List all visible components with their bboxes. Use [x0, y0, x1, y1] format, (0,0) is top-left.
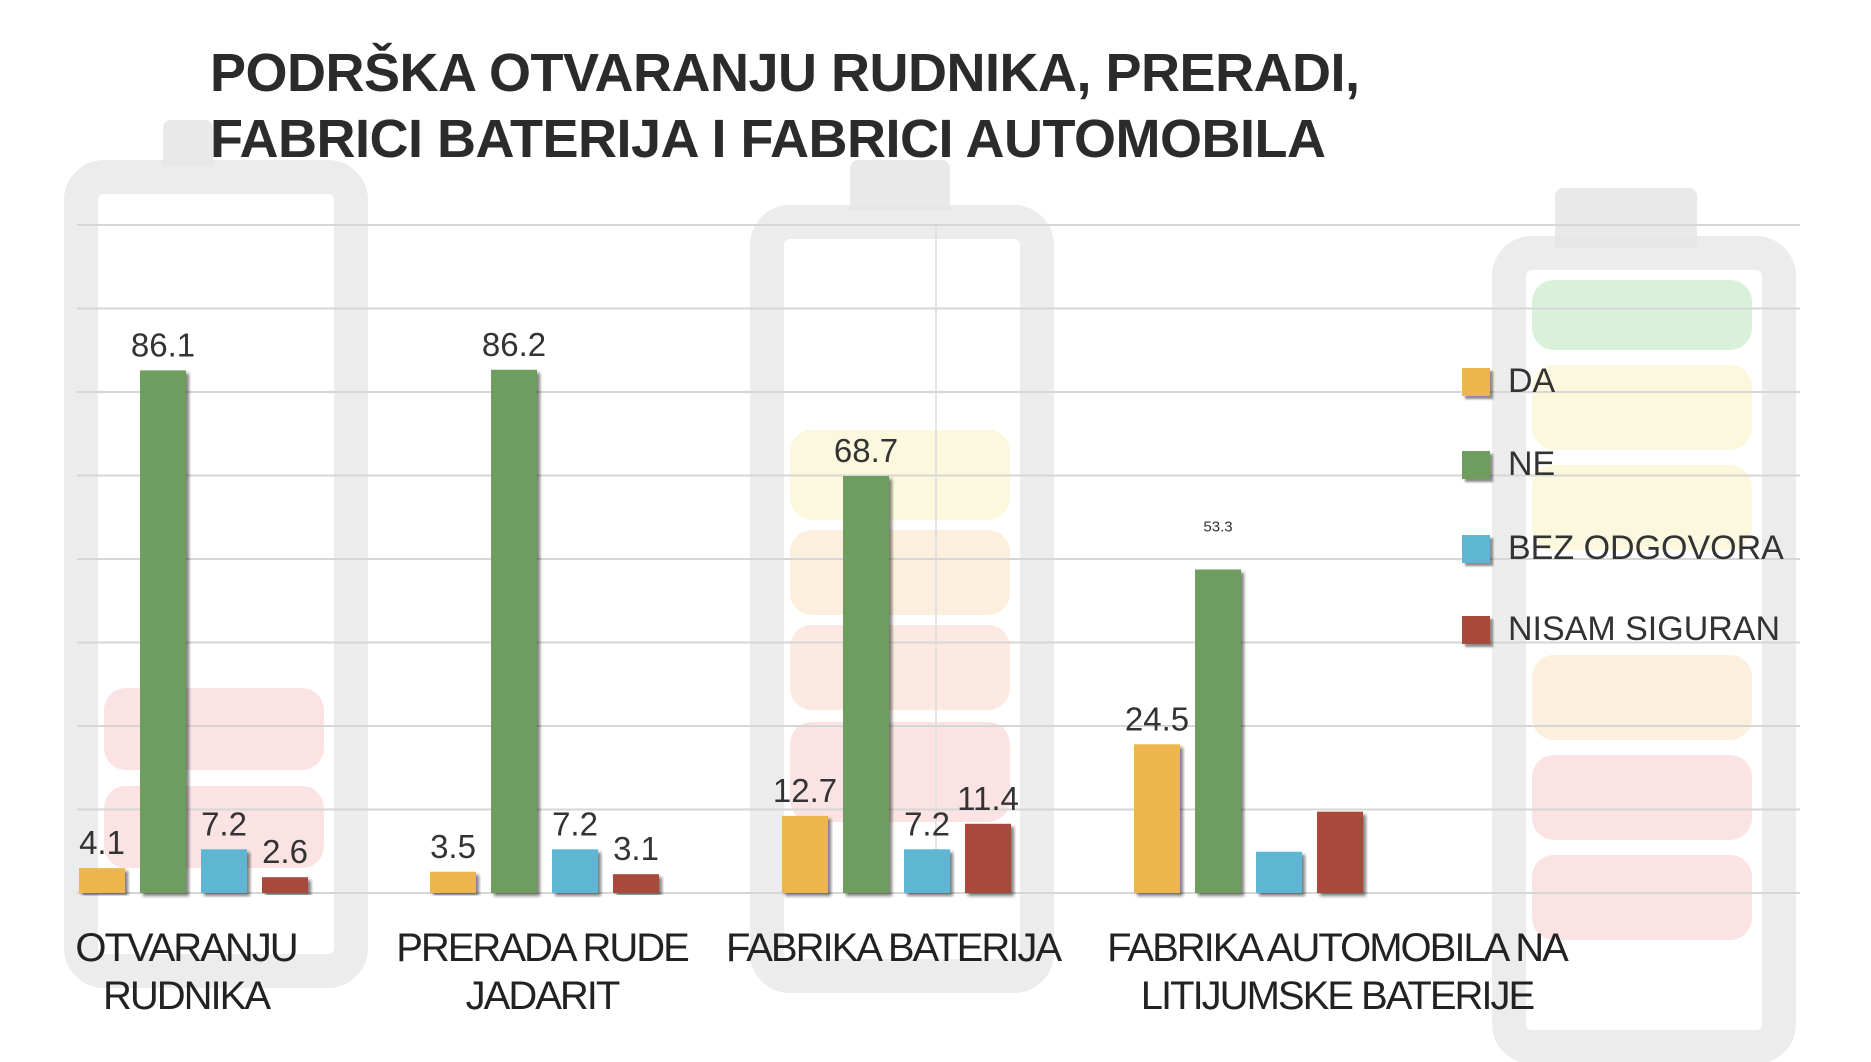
data-label: 3.1	[613, 830, 659, 867]
legend-item-da: DA	[1462, 362, 1555, 401]
legend-label: BEZ ODGOVORA	[1508, 529, 1784, 567]
legend-item-ne: NE	[1462, 445, 1555, 484]
legend-swatch	[1462, 450, 1490, 479]
bar	[491, 369, 537, 893]
battery-cell-decoration	[1532, 855, 1752, 940]
battery-cell-decoration	[1532, 280, 1752, 350]
bar	[262, 877, 308, 893]
bar	[965, 823, 1011, 893]
bar	[201, 849, 247, 893]
bar	[1134, 744, 1180, 893]
battery-cap-decoration	[163, 120, 213, 166]
legend-label: DA	[1508, 362, 1556, 400]
category-line: OTVARANJU	[75, 926, 298, 970]
category-label: OTVARANJU RUDNIKA	[75, 924, 298, 1020]
data-label: 68.7	[834, 432, 898, 469]
category-label: PRERADA RUDE JADARIT	[396, 924, 690, 1020]
data-label: 7.2	[904, 805, 950, 842]
category-line: RUDNIKA	[102, 974, 271, 1018]
battery-decoration	[1492, 236, 1796, 1062]
legend-label: NE	[1508, 445, 1556, 483]
legend-item-nisam-siguran: NISAM SIGURAN	[1462, 610, 1780, 649]
data-label: 11.4	[957, 780, 1019, 817]
category-line: JADARIT	[465, 974, 621, 1018]
legend-item-bez-odgovora: BEZ ODGOVORA	[1462, 529, 1784, 568]
battery-cap-decoration	[850, 160, 950, 210]
category-label: FABRIKA BATERIJA	[725, 924, 1062, 972]
legend-label: NISAM SIGURAN	[1508, 610, 1781, 648]
data-label: 12.7	[773, 772, 837, 809]
data-label: 86.1	[131, 326, 195, 363]
category-label: FABRIKA AUTOMOBILA NA LITIJUMSKE BATERIJ…	[1107, 924, 1569, 1020]
data-label: 7.2	[201, 805, 247, 842]
bar	[782, 815, 828, 893]
category-line: FABRIKA BATERIJA	[725, 926, 1062, 970]
data-label: 4.1	[79, 824, 125, 861]
legend-swatch	[1462, 534, 1490, 563]
bar	[904, 849, 950, 893]
category-line: LITIJUMSKE BATERIJE	[1140, 974, 1535, 1018]
bar	[140, 370, 186, 893]
category-line: FABRIKA AUTOMOBILA NA	[1107, 926, 1569, 970]
bar	[1317, 811, 1363, 893]
legend-swatch	[1462, 615, 1490, 644]
battery-cell-decoration	[790, 625, 1010, 710]
bar	[843, 475, 889, 893]
bar	[552, 849, 598, 893]
bar	[1256, 851, 1302, 893]
data-label: 53.3	[1203, 518, 1232, 535]
bar	[430, 871, 476, 893]
data-label: 3.5	[430, 828, 476, 865]
legend-swatch	[1462, 367, 1490, 396]
bar	[613, 874, 659, 893]
battery-cell-decoration	[790, 530, 1010, 615]
battery-decoration	[750, 205, 1054, 993]
battery-decoration	[64, 160, 368, 988]
category-line: PRERADA RUDE	[396, 926, 690, 970]
battery-cell-decoration	[790, 722, 1010, 822]
title-line: PODRŠKA OTVARANJU RUDNIKA, PRERADI,	[210, 43, 1360, 103]
bar	[1195, 569, 1241, 893]
battery-cell-decoration	[1532, 465, 1752, 550]
data-label: 24.5	[1125, 700, 1189, 737]
data-label: 86.2	[482, 326, 546, 363]
chart-title: PODRŠKA OTVARANJU RUDNIKA, PRERADI, FABR…	[210, 40, 1360, 172]
data-label: 2.6	[262, 833, 308, 870]
title-line: FABRICI BATERIJA I FABRICI AUTOMOBILA	[210, 109, 1326, 169]
bar	[79, 868, 125, 893]
battery-cell-decoration	[1532, 755, 1752, 840]
data-label: 7.2	[552, 805, 598, 842]
battery-cell-decoration	[1532, 365, 1752, 450]
